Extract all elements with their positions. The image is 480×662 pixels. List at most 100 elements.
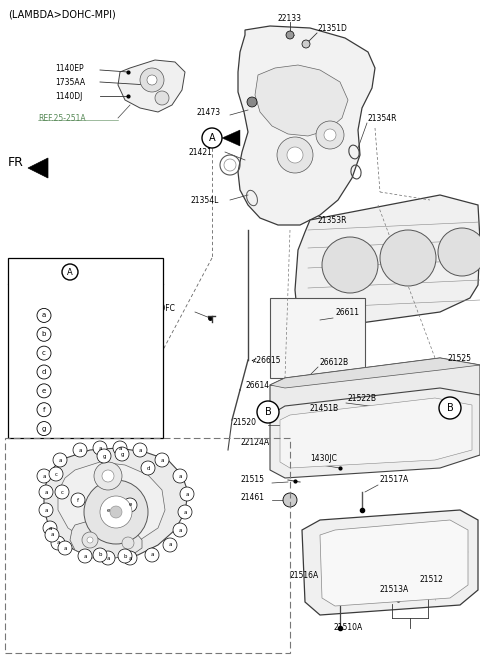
- Text: a: a: [118, 446, 122, 451]
- Text: PNC: PNC: [90, 291, 106, 301]
- Polygon shape: [28, 158, 48, 178]
- Circle shape: [110, 506, 122, 518]
- Polygon shape: [270, 358, 480, 388]
- Text: 21461: 21461: [240, 493, 264, 502]
- Circle shape: [118, 549, 132, 563]
- Circle shape: [37, 402, 51, 416]
- Circle shape: [180, 487, 194, 501]
- Text: 21354R: 21354R: [368, 113, 397, 122]
- Text: b: b: [98, 553, 102, 557]
- Circle shape: [51, 536, 65, 550]
- Text: B: B: [446, 403, 454, 413]
- Text: 1140EZ: 1140EZ: [90, 387, 119, 395]
- Circle shape: [147, 75, 157, 85]
- Text: 1140FZ: 1140FZ: [90, 330, 119, 339]
- Polygon shape: [255, 65, 348, 136]
- Circle shape: [93, 441, 107, 455]
- Circle shape: [58, 541, 72, 555]
- Text: d: d: [42, 369, 46, 375]
- Text: a: a: [106, 555, 110, 561]
- Text: c: c: [42, 350, 46, 356]
- Circle shape: [145, 548, 159, 562]
- Text: a: a: [168, 542, 172, 547]
- Circle shape: [37, 346, 51, 360]
- Text: 1140FC: 1140FC: [146, 303, 175, 312]
- Text: a: a: [138, 448, 142, 453]
- Circle shape: [316, 121, 344, 149]
- Text: a: a: [42, 312, 46, 318]
- Polygon shape: [58, 462, 165, 544]
- Polygon shape: [238, 26, 375, 225]
- Text: 22124A: 22124A: [240, 438, 269, 446]
- Polygon shape: [295, 195, 480, 330]
- Polygon shape: [320, 520, 468, 606]
- Circle shape: [37, 365, 51, 379]
- Circle shape: [155, 91, 169, 105]
- Circle shape: [178, 505, 192, 519]
- Text: 21421: 21421: [188, 148, 212, 156]
- Circle shape: [277, 137, 313, 173]
- Text: a: a: [183, 510, 187, 514]
- Text: c: c: [55, 471, 58, 477]
- Text: 1140DJ: 1140DJ: [55, 91, 83, 101]
- Circle shape: [73, 443, 87, 457]
- Text: a: a: [185, 491, 189, 496]
- Text: g: g: [102, 453, 106, 459]
- Text: 21473: 21473: [196, 107, 220, 117]
- Text: e: e: [128, 502, 132, 508]
- Text: a: a: [83, 553, 87, 559]
- Text: f: f: [77, 498, 79, 502]
- Polygon shape: [270, 388, 480, 478]
- Text: A: A: [67, 267, 73, 277]
- Text: a: a: [98, 446, 102, 451]
- Circle shape: [247, 97, 257, 107]
- Text: 21515: 21515: [240, 475, 264, 485]
- Text: 21354L: 21354L: [190, 195, 218, 205]
- Text: 1735AA: 1735AA: [55, 77, 85, 87]
- Circle shape: [140, 68, 164, 92]
- Text: VIEW: VIEW: [18, 267, 50, 277]
- Circle shape: [380, 230, 436, 286]
- Circle shape: [115, 447, 129, 461]
- Text: B: B: [264, 407, 271, 417]
- Text: b: b: [123, 553, 127, 559]
- Circle shape: [102, 470, 114, 482]
- Text: 1140EP: 1140EP: [55, 64, 84, 73]
- Text: 1140EX: 1140EX: [90, 367, 119, 377]
- Text: 1140EB: 1140EB: [90, 311, 119, 320]
- Circle shape: [173, 523, 187, 537]
- Circle shape: [53, 453, 67, 467]
- Circle shape: [302, 40, 310, 48]
- Bar: [8, 258, 163, 438]
- Text: A: A: [209, 133, 216, 143]
- Circle shape: [37, 327, 51, 342]
- Text: 21353R: 21353R: [318, 216, 348, 224]
- Circle shape: [45, 528, 59, 542]
- Text: a: a: [128, 555, 132, 561]
- Text: e: e: [42, 388, 46, 394]
- Text: a: a: [50, 532, 54, 538]
- Text: a: a: [42, 473, 46, 479]
- Text: 1140CG: 1140CG: [90, 405, 120, 414]
- Circle shape: [55, 485, 69, 499]
- Circle shape: [286, 31, 294, 39]
- Text: (LAMBDA>DOHC-MPI): (LAMBDA>DOHC-MPI): [8, 9, 116, 19]
- Text: 21516A: 21516A: [290, 571, 319, 581]
- Circle shape: [82, 532, 98, 548]
- Text: a: a: [178, 473, 182, 479]
- Text: a: a: [48, 526, 52, 530]
- Circle shape: [141, 461, 155, 475]
- Text: 21451B: 21451B: [310, 404, 339, 412]
- Text: FR: FR: [8, 156, 24, 169]
- Circle shape: [49, 467, 63, 481]
- Text: a: a: [160, 457, 164, 463]
- Circle shape: [173, 469, 187, 483]
- Circle shape: [101, 503, 115, 517]
- Circle shape: [94, 462, 122, 490]
- Text: a: a: [44, 508, 48, 512]
- Circle shape: [93, 548, 107, 562]
- Circle shape: [39, 503, 53, 517]
- Circle shape: [62, 264, 78, 280]
- Circle shape: [287, 147, 303, 163]
- Circle shape: [37, 384, 51, 398]
